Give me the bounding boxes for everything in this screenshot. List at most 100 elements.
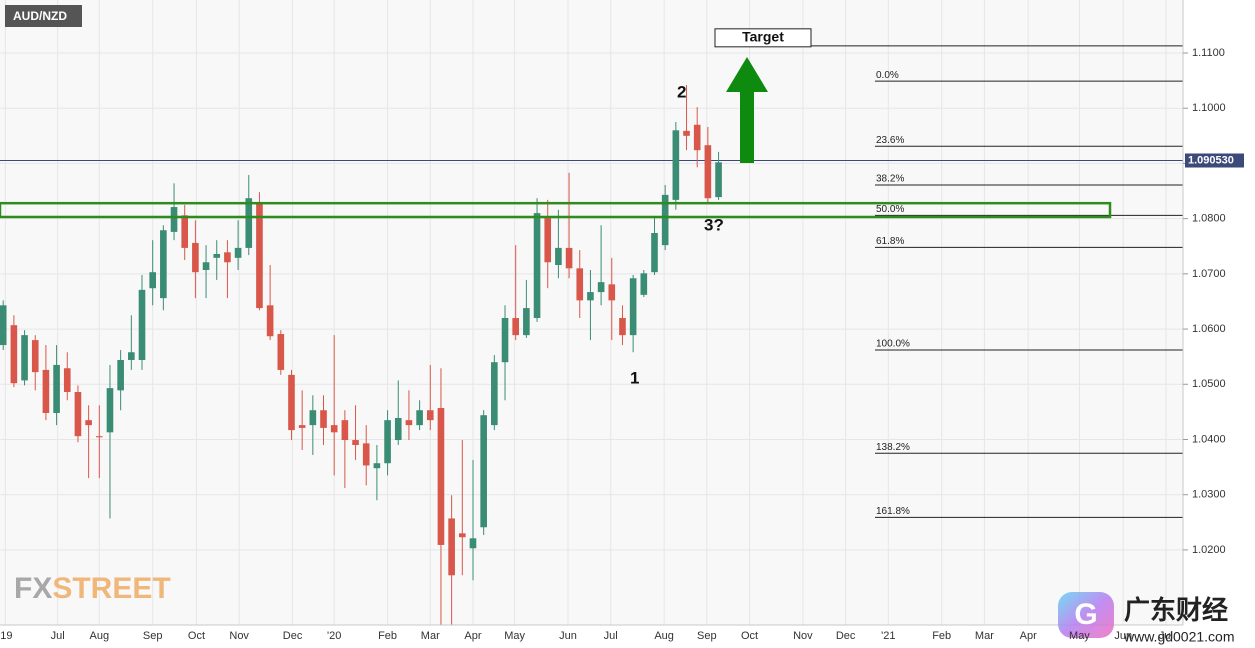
x-tick-label: Mar [975, 630, 994, 642]
fib-label: 61.8% [876, 236, 904, 247]
candle-body [533, 213, 541, 319]
x-tick-label: Mar [421, 630, 440, 642]
candle-body [95, 436, 103, 438]
y-tick-label: 1.0800 [1192, 213, 1226, 225]
x-tick-label: Sep [697, 630, 717, 642]
x-tick-label: Nov [229, 630, 249, 642]
x-tick-label: Apr [1020, 630, 1037, 642]
candle-body [160, 230, 167, 299]
x-tick-label: Dec [283, 630, 303, 642]
candle-body [715, 162, 722, 198]
candle-body [629, 278, 637, 336]
candle-body [53, 364, 60, 413]
candle-body [619, 318, 626, 336]
y-tick-label: 1.0700 [1192, 268, 1226, 280]
fib-label: 100.0% [876, 339, 910, 350]
x-tick-label: '19 [0, 630, 13, 642]
candle-body [63, 368, 71, 393]
x-tick-label: Jun [1114, 630, 1132, 642]
support-zone [0, 201, 1112, 219]
x-tick-label: Nov [793, 630, 813, 642]
candle-body [661, 194, 669, 246]
candle-body [704, 145, 712, 199]
x-tick-label: Apr [464, 630, 481, 642]
candle-body [31, 340, 39, 373]
candle-body [640, 273, 648, 295]
candle-body [448, 518, 455, 576]
fib-label: 138.2% [876, 442, 910, 453]
candle-body [224, 252, 231, 263]
x-tick-label: Feb [378, 630, 397, 642]
x-tick-label: Jul [604, 630, 618, 642]
candle-body [512, 318, 520, 336]
candle-body [245, 198, 253, 248]
candle-body [501, 318, 509, 363]
candle-body [416, 410, 423, 426]
current-price-label: 1.090530 [1188, 154, 1234, 166]
x-tick-label: Jul [51, 630, 65, 642]
x-tick-label: '20 [327, 630, 341, 642]
candle-body [405, 420, 413, 426]
candle-body [458, 533, 466, 538]
candle-body [362, 443, 370, 466]
watermark-icon-letter: G [1074, 598, 1097, 631]
candle-body [298, 425, 306, 428]
y-tick-label: 1.0300 [1192, 489, 1226, 501]
candle-body [21, 335, 28, 381]
x-tick-label: May [1069, 630, 1090, 642]
y-tick-label: 1.0200 [1192, 544, 1226, 556]
wave-label: 3? [704, 215, 724, 234]
candle-body [426, 410, 434, 421]
x-tick-label: Jul [1159, 630, 1173, 642]
candle-body [0, 305, 7, 346]
x-tick-label: Oct [188, 630, 205, 642]
candle-body [138, 289, 146, 360]
candle-body [288, 374, 295, 431]
fib-label: 50.0% [876, 204, 904, 215]
candle-body [128, 352, 135, 360]
x-tick-label: May [504, 630, 525, 642]
candle-body [597, 282, 605, 293]
candle-body [352, 440, 359, 446]
candle-body [320, 410, 327, 428]
candle-body [330, 425, 338, 433]
logo: FXSTREET [14, 572, 171, 605]
plot-background [0, 0, 1183, 625]
candle-body [202, 262, 210, 270]
y-tick-label: 1.0600 [1192, 323, 1226, 335]
y-tick-label: 1.0400 [1192, 433, 1226, 445]
target-arrow [726, 57, 768, 163]
fib-label: 0.0% [876, 70, 899, 81]
candle-body [693, 124, 701, 151]
candle-body [651, 232, 658, 273]
candle-body [523, 308, 530, 336]
fib-label: 23.6% [876, 135, 904, 146]
watermark-title: 广东财经 [1124, 595, 1228, 625]
x-tick-label: Oct [741, 630, 758, 642]
candle-body [437, 408, 445, 545]
candle-body [106, 388, 114, 433]
candle-body [234, 247, 242, 258]
candle-body [683, 130, 690, 136]
candle-body [266, 305, 274, 337]
chart-title: AUD/NZD [13, 9, 67, 23]
x-tick-label: Aug [654, 630, 674, 642]
candle-body [555, 247, 562, 266]
candle-body [42, 369, 50, 413]
candle-body [277, 334, 285, 370]
candle-body [256, 202, 263, 309]
candle-body [117, 359, 124, 391]
candle-body [341, 420, 349, 441]
candle-body [181, 215, 189, 248]
candle-body [309, 410, 317, 426]
x-tick-label: Feb [932, 630, 951, 642]
title-box [5, 5, 82, 27]
candle-body [587, 292, 594, 301]
watermark-url: www.gd0021.com [1123, 629, 1235, 645]
current-price-box [1185, 153, 1244, 168]
candle-body [74, 392, 82, 437]
target-box [714, 28, 812, 48]
x-tick-label: Sep [143, 630, 163, 642]
fib-label: 38.2% [876, 174, 904, 185]
wave-label: 1 [630, 368, 639, 387]
